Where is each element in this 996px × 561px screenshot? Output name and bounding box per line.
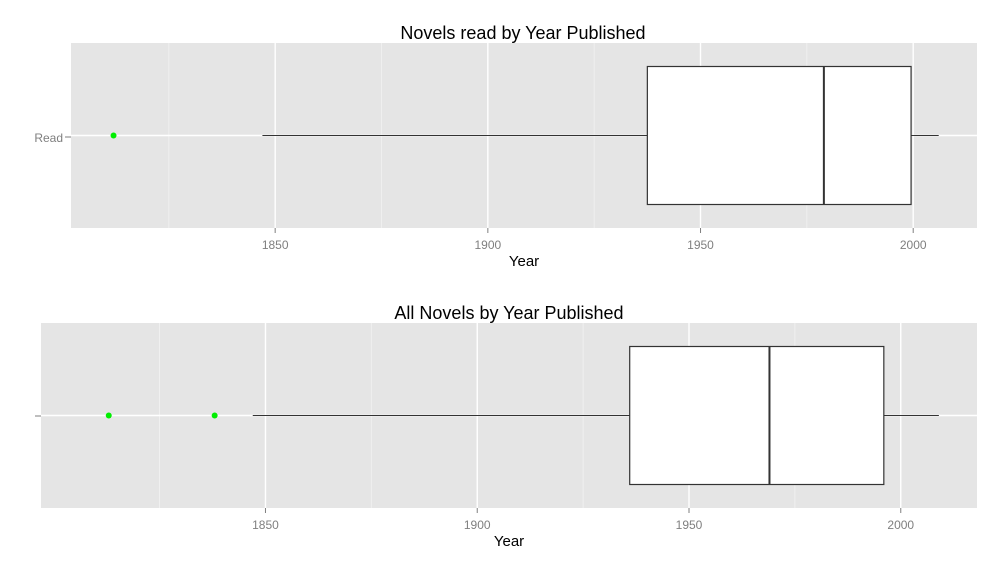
x-tick-label: 1900 [474, 238, 501, 252]
x-tick-label: 1850 [252, 518, 279, 532]
x-tick-label: 1900 [464, 518, 491, 532]
outlier-point [211, 412, 218, 419]
x-axis-title: Year [509, 253, 539, 270]
y-tick-label: Read [34, 131, 63, 145]
x-tick-label: 1950 [676, 518, 703, 532]
chart-title: Novels read by Year Published [400, 23, 645, 43]
x-axis-title: Year [494, 533, 524, 550]
chart-novels-read: Novels read by Year Published 1850 1900 19… [34, 23, 977, 270]
chart-title: All Novels by Year Published [394, 303, 623, 323]
marks [110, 65, 939, 206]
x-axis-ticks: 1850 1900 1950 2000 [262, 228, 927, 252]
x-axis-ticks: 1850 1900 1950 2000 [252, 508, 914, 532]
x-tick-label: 2000 [900, 238, 927, 252]
box-iqr [646, 65, 912, 206]
x-tick-label: 1850 [262, 238, 289, 252]
box-iqr [629, 345, 885, 486]
outlier-point [110, 132, 117, 139]
chart-all-novels: All Novels by Year Published 1850 1900 195… [35, 303, 977, 550]
x-tick-label: 2000 [887, 518, 914, 532]
marks [105, 345, 939, 486]
outlier-point [105, 412, 112, 419]
x-tick-label: 1950 [687, 238, 714, 252]
